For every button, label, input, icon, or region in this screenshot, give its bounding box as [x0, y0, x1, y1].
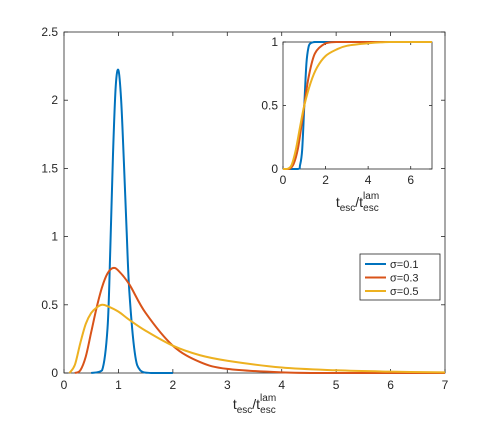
main-xtick-label: 1 — [115, 378, 122, 392]
main-x-axis-label: tesc/tlam esc — [233, 393, 276, 416]
legend-entry-3: σ=0.5 — [390, 286, 419, 298]
xlabel-sub2: esc — [363, 203, 379, 214]
inset-x-axis-label: tesc/tlam esc — [336, 191, 379, 214]
main-series-line-1 — [90, 68, 173, 374]
xlabel-sub2: esc — [260, 405, 276, 416]
inset-ytick-label: 0.5 — [261, 99, 278, 113]
inset-xtick-label: 2 — [322, 173, 329, 187]
main-xtick-label: 7 — [442, 378, 449, 392]
legend: σ=0.1 σ=0.3σ=0.5 — [359, 253, 441, 301]
inset-ytick-label: 1 — [271, 35, 278, 49]
inset-xtick-label: 0 — [280, 173, 287, 187]
main-ytick-label: 1 — [51, 230, 58, 244]
main-ytick-label: 2 — [51, 93, 58, 107]
xlabel-sup: lam — [260, 393, 276, 404]
main-series-line-3 — [68, 303, 446, 374]
main-xtick-label: 6 — [387, 378, 394, 392]
legend-entry-1: σ=0.1 — [390, 259, 419, 271]
xlabel-slash: /t — [355, 194, 363, 210]
main-ytick-label: 1.5 — [41, 161, 58, 175]
xlabel-base: t — [336, 194, 340, 210]
xlabel-base: t — [233, 396, 237, 412]
main-ytick-label: 0.5 — [41, 298, 58, 312]
inset-axes-box — [282, 41, 433, 170]
xlabel-slash: /t — [252, 396, 260, 412]
main-xtick-label: 4 — [278, 378, 285, 392]
xlabel-sub: esc — [340, 203, 356, 214]
inset-xtick-label: 6 — [407, 173, 414, 187]
main-xtick-label: 2 — [170, 378, 177, 392]
inset-series-line-3 — [282, 41, 432, 170]
inset-series-line-1 — [282, 40, 432, 170]
main-xtick-label: 3 — [224, 378, 231, 392]
inset-ytick-label: 0 — [271, 162, 278, 176]
main-series-line-2 — [74, 266, 445, 374]
legend-entry-2: σ=0.3 — [390, 273, 419, 285]
xlabel-sup: lam — [363, 191, 379, 202]
inset-xtick-label: 4 — [365, 173, 372, 187]
main-ytick-label: 0 — [51, 366, 58, 380]
inset-series-line-2 — [282, 41, 432, 170]
main-xtick-label: 5 — [333, 378, 340, 392]
main-xtick-label: 0 — [61, 378, 68, 392]
xlabel-sub: esc — [237, 405, 253, 416]
main-ytick-label: 2.5 — [41, 25, 58, 39]
